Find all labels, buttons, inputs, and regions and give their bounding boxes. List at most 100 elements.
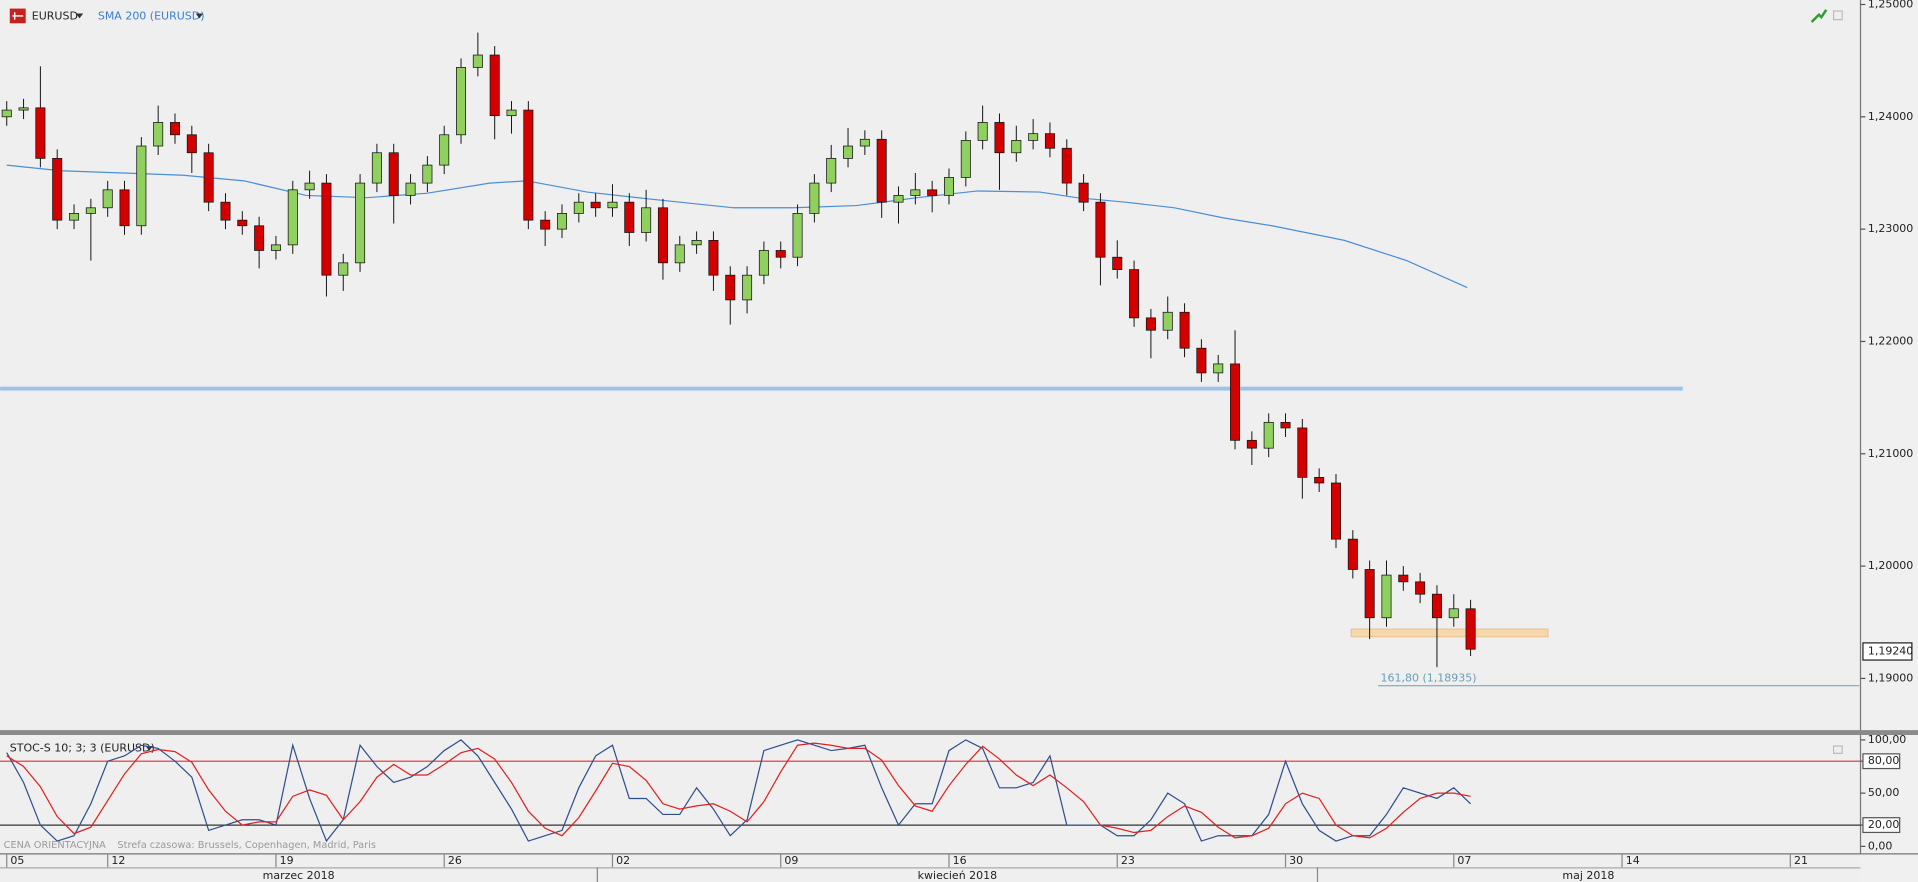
window-icon[interactable] [1832, 745, 1843, 754]
last-price-label: 1,19240 [1868, 644, 1913, 657]
candle-body [792, 213, 803, 258]
candle-body [153, 122, 164, 147]
y-tick-label: 1,23000 [1868, 222, 1913, 235]
y-tick-box [1862, 817, 1901, 834]
candle-body [708, 240, 719, 276]
candle-body [270, 244, 281, 251]
candle-body [573, 201, 584, 214]
candle-body [304, 182, 315, 191]
candle-body [674, 244, 685, 264]
x-tick-label: 02 [616, 854, 630, 867]
candle-body [388, 152, 399, 196]
candle-body [405, 182, 416, 196]
x-tick-label: 14 [1626, 854, 1640, 867]
timezone: Strefa czasowa: Brussels, Copenhagen, Ma… [117, 840, 376, 851]
candle-body [859, 138, 870, 147]
candle-body [1162, 311, 1173, 331]
dropdown-arrow[interactable] [195, 13, 204, 19]
candle-body [52, 158, 63, 221]
candle-body [691, 240, 702, 246]
x-tick-label: 30 [1289, 854, 1303, 867]
candle-body [1129, 269, 1140, 319]
candle-body [876, 138, 887, 203]
fx-icon-glyph [12, 12, 24, 20]
y-tick-label: 1,24000 [1868, 110, 1913, 123]
candle-body [1381, 574, 1392, 619]
candle-body [220, 201, 231, 221]
y-tick-label: 50,00 [1868, 786, 1899, 799]
candle-body [287, 189, 298, 246]
last-price-box [1862, 642, 1913, 661]
candle-body [725, 274, 736, 301]
candle-body [422, 164, 433, 184]
candle-body [1246, 439, 1257, 449]
candle-body [540, 219, 551, 230]
candle-body [1263, 421, 1274, 449]
window-icon[interactable] [1832, 10, 1843, 21]
candle-body [843, 145, 854, 159]
candle-body [994, 122, 1005, 154]
instrument-name[interactable]: EURUSD [32, 10, 78, 23]
x-tick-label: 16 [953, 854, 967, 867]
candle-body [775, 250, 786, 258]
x-tick-label: 05 [10, 854, 24, 867]
stochastic-line [6, 742, 1471, 839]
candle-body [1061, 147, 1072, 184]
candle-body [1448, 608, 1459, 619]
footnote: CENA ORIENTACYJNA [4, 840, 106, 851]
candle-body [893, 195, 904, 203]
candle-body [237, 219, 248, 227]
x-tick-label: 23 [1121, 854, 1135, 867]
trend-icon[interactable] [1810, 9, 1828, 23]
candle-body [136, 145, 147, 227]
candle-body [910, 189, 921, 196]
candle-body [18, 107, 29, 111]
candle-body [556, 213, 567, 230]
candle-body [758, 250, 769, 276]
candle-body [1145, 317, 1156, 331]
candle-body [1112, 256, 1123, 270]
x-tick-label: 09 [784, 854, 798, 867]
candle-body [506, 109, 517, 117]
horizontal-level [0, 386, 1683, 391]
candle-body [1465, 608, 1476, 650]
candle-body [1431, 593, 1442, 619]
candle-body [35, 107, 46, 159]
y-tick-label: 0,00 [1868, 839, 1892, 852]
candle-body [943, 177, 954, 196]
candle-body [1280, 421, 1291, 429]
candle-body [1196, 347, 1207, 374]
candle-body [254, 225, 265, 251]
candle-body [1415, 581, 1426, 595]
candle-body [1314, 477, 1325, 484]
candle-body [489, 54, 500, 117]
candle-body [960, 140, 971, 178]
x-tick-label: 12 [111, 854, 125, 867]
candle-body [102, 189, 113, 209]
candle-body [119, 189, 130, 227]
dropdown-arrow[interactable] [75, 13, 84, 19]
candle-body [809, 182, 820, 214]
indicator-name[interactable]: SMA 200 (EURUSD) [98, 10, 205, 23]
candle-body [1364, 569, 1375, 619]
x-tick-label: 21 [1794, 854, 1808, 867]
indicator-title[interactable]: STOC-S 10; 3; 3 (EURUSD) [10, 741, 155, 754]
candle-body [321, 182, 332, 276]
candle-body [977, 122, 988, 141]
x-tick-label: 26 [448, 854, 462, 867]
y-tick-label: 20,00 [1868, 818, 1899, 831]
y-tick-label: 1,22000 [1868, 334, 1913, 347]
candle-body [1028, 133, 1039, 141]
y-tick-label: 1,20000 [1868, 559, 1913, 572]
candle-body [1179, 311, 1190, 349]
candle-body [826, 158, 837, 184]
candle-body [355, 182, 366, 264]
candle-body [169, 122, 180, 136]
month-label: kwiecień 2018 [918, 869, 997, 882]
price-axis-panel [1860, 0, 1918, 882]
candle-body [927, 189, 938, 196]
x-tick-label: 07 [1457, 854, 1471, 867]
candle-body [1044, 133, 1055, 149]
support-zone [1350, 628, 1549, 638]
